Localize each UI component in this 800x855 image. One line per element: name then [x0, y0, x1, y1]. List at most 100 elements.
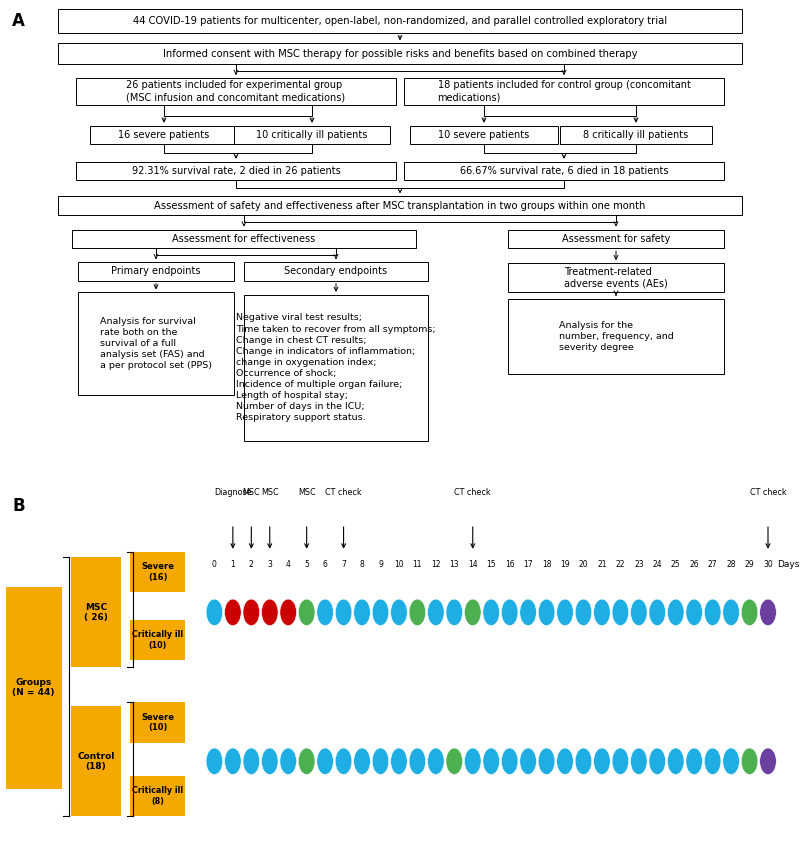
Ellipse shape — [225, 599, 241, 626]
Text: 26 patients included for experimental group
(MSC infusion and concomitant medica: 26 patients included for experimental gr… — [126, 80, 346, 103]
Text: Informed consent with MSC therapy for possible risks and benefits based on combi: Informed consent with MSC therapy for po… — [162, 49, 638, 59]
Ellipse shape — [465, 599, 481, 626]
FancyBboxPatch shape — [71, 706, 121, 817]
Text: 13: 13 — [450, 560, 459, 569]
Ellipse shape — [280, 599, 297, 626]
FancyBboxPatch shape — [508, 298, 724, 374]
Ellipse shape — [520, 599, 537, 626]
Ellipse shape — [409, 599, 426, 626]
Text: 66.67% survival rate, 6 died in 18 patients: 66.67% survival rate, 6 died in 18 patie… — [460, 166, 668, 176]
FancyBboxPatch shape — [508, 229, 724, 248]
Ellipse shape — [372, 748, 389, 775]
Ellipse shape — [372, 599, 389, 626]
Ellipse shape — [243, 599, 260, 626]
FancyBboxPatch shape — [76, 162, 396, 180]
Ellipse shape — [575, 748, 592, 775]
Text: 18: 18 — [542, 560, 551, 569]
Ellipse shape — [575, 599, 592, 626]
Text: 8: 8 — [360, 560, 365, 569]
Text: 10 severe patients: 10 severe patients — [438, 130, 530, 140]
FancyBboxPatch shape — [244, 262, 428, 280]
Text: 26: 26 — [690, 560, 699, 569]
Text: 24: 24 — [653, 560, 662, 569]
Text: Groups
(N = 44): Groups (N = 44) — [12, 678, 55, 698]
Ellipse shape — [502, 599, 518, 626]
Ellipse shape — [722, 748, 739, 775]
Ellipse shape — [594, 599, 610, 626]
Ellipse shape — [409, 748, 426, 775]
FancyBboxPatch shape — [78, 292, 234, 395]
Ellipse shape — [557, 599, 574, 626]
Text: Treatment-related
adverse events (AEs): Treatment-related adverse events (AEs) — [564, 267, 668, 289]
Ellipse shape — [704, 599, 721, 626]
Text: 5: 5 — [304, 560, 309, 569]
Ellipse shape — [446, 599, 462, 626]
Text: Assessment for effectiveness: Assessment for effectiveness — [172, 233, 316, 244]
Text: Diagnose: Diagnose — [214, 487, 252, 497]
Ellipse shape — [722, 599, 739, 626]
Text: 8 critically ill patients: 8 critically ill patients — [583, 130, 689, 140]
Text: 9: 9 — [378, 560, 383, 569]
Text: 20: 20 — [578, 560, 588, 569]
Text: 44 COVID-19 patients for multicenter, open-label, non-randomized, and parallel c: 44 COVID-19 patients for multicenter, op… — [133, 16, 667, 26]
Text: 11: 11 — [413, 560, 422, 569]
Text: 7: 7 — [341, 560, 346, 569]
Ellipse shape — [206, 599, 222, 626]
Text: A: A — [12, 12, 25, 30]
FancyBboxPatch shape — [130, 703, 185, 743]
Ellipse shape — [520, 748, 537, 775]
Text: 30: 30 — [763, 560, 773, 569]
Text: MSC: MSC — [242, 487, 260, 497]
Ellipse shape — [483, 599, 499, 626]
Text: 18 patients included for control group (concomitant
medications): 18 patients included for control group (… — [438, 80, 690, 103]
Text: 0: 0 — [212, 560, 217, 569]
FancyBboxPatch shape — [560, 126, 712, 144]
Text: 14: 14 — [468, 560, 478, 569]
Text: Primary endpoints: Primary endpoints — [111, 267, 201, 276]
Text: MSC
( 26): MSC ( 26) — [84, 603, 108, 622]
Ellipse shape — [502, 748, 518, 775]
Ellipse shape — [538, 599, 555, 626]
Ellipse shape — [390, 748, 407, 775]
Ellipse shape — [483, 748, 499, 775]
Ellipse shape — [262, 599, 278, 626]
Text: Secondary endpoints: Secondary endpoints — [285, 267, 387, 276]
Text: MSC: MSC — [261, 487, 278, 497]
Text: 16: 16 — [505, 560, 514, 569]
FancyBboxPatch shape — [508, 263, 724, 292]
Ellipse shape — [630, 599, 647, 626]
Ellipse shape — [760, 599, 776, 626]
Ellipse shape — [206, 748, 222, 775]
Ellipse shape — [354, 599, 370, 626]
Ellipse shape — [760, 748, 776, 775]
Text: 3: 3 — [267, 560, 272, 569]
Text: Control
(18): Control (18) — [78, 752, 114, 771]
FancyBboxPatch shape — [130, 551, 185, 593]
Ellipse shape — [594, 748, 610, 775]
Ellipse shape — [335, 599, 352, 626]
Text: Severe
(16): Severe (16) — [141, 563, 174, 581]
Ellipse shape — [298, 599, 315, 626]
Text: B: B — [12, 497, 25, 515]
FancyBboxPatch shape — [90, 126, 238, 144]
Text: 21: 21 — [597, 560, 606, 569]
Ellipse shape — [667, 748, 684, 775]
FancyBboxPatch shape — [404, 162, 724, 180]
Ellipse shape — [280, 748, 297, 775]
Text: Days: Days — [778, 560, 800, 569]
Text: MSC: MSC — [298, 487, 315, 497]
Ellipse shape — [317, 599, 334, 626]
Ellipse shape — [465, 748, 481, 775]
Text: Critically ill
(8): Critically ill (8) — [132, 787, 183, 806]
Text: 6: 6 — [322, 560, 327, 569]
Text: 29: 29 — [745, 560, 754, 569]
FancyBboxPatch shape — [58, 44, 742, 64]
Ellipse shape — [225, 748, 241, 775]
Text: 27: 27 — [708, 560, 718, 569]
Text: 19: 19 — [560, 560, 570, 569]
Text: Assessment of safety and effectiveness after MSC transplantation in two groups w: Assessment of safety and effectiveness a… — [154, 201, 646, 210]
Text: 28: 28 — [726, 560, 736, 569]
Text: CT check: CT check — [326, 487, 362, 497]
Text: 1: 1 — [230, 560, 235, 569]
Ellipse shape — [298, 748, 315, 775]
